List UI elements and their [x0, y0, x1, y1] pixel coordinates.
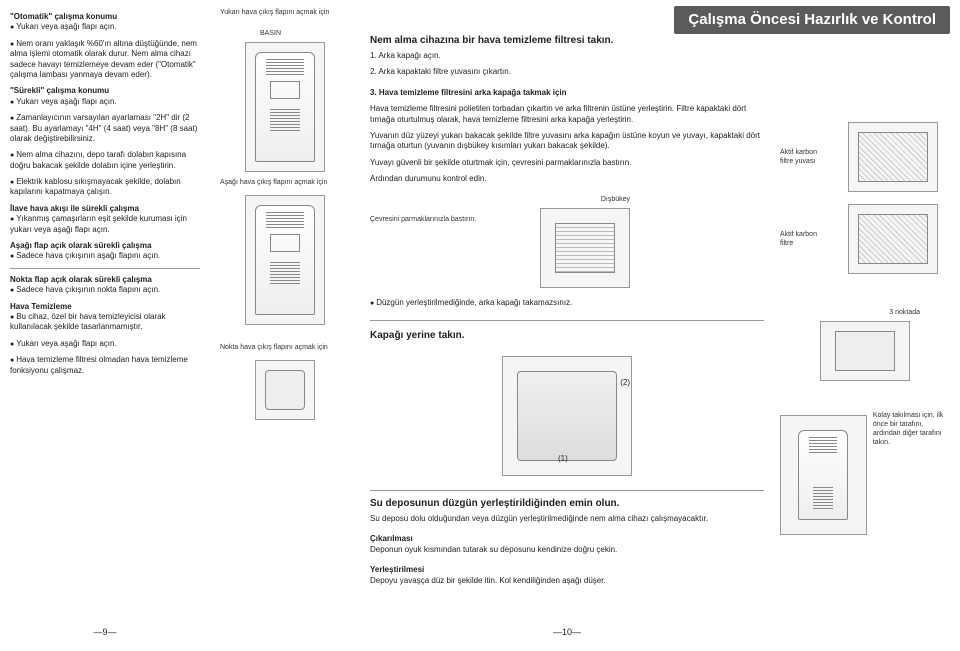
convex-right-label: Dışbükey	[540, 195, 630, 204]
r-h3: Su deposunun düzgün yerleştirildiğinden …	[370, 497, 764, 510]
cap-point-flap: Nokta hava çıkış flapını açmak için	[220, 343, 350, 352]
sec6-b1: Bu cihaz, özel bir hava temizleyicisi ol…	[10, 312, 200, 333]
lbl-install: Kolay takılması için, ilk önce bir taraf…	[873, 411, 950, 447]
col-left: "Otomatik" çalışma konumu Yukarı veya aş…	[0, 0, 210, 651]
r-p4: Düzgün yerleştirilmediğinde, arka kapağı…	[370, 298, 764, 308]
page-number-10: —10—	[370, 627, 764, 643]
r-p5a: Deponun oyuk kısmından tutarak su deposu…	[370, 545, 764, 555]
r-p5t2: Yerleştirilmesi	[370, 565, 764, 575]
sec6-b3: Hava temizleme filtresi olmadan hava tem…	[10, 355, 200, 376]
figure-install	[780, 415, 867, 535]
figure-3point	[820, 321, 910, 381]
r-p3c: Yuvayı güvenli bir şekilde oturtmak için…	[370, 158, 764, 168]
sec2-title: "Sürekli" çalışma konumu	[10, 86, 200, 96]
convex-left-label: Çevresini parmaklarınızla bastırın.	[370, 195, 530, 224]
tank-num-2: (2)	[620, 378, 630, 388]
sec3-b1: Yıkanmış çamaşırların eşit şekilde kurum…	[10, 214, 200, 235]
lbl-aktif-yuvasi: Aktif karbon filtre yuvası	[780, 148, 830, 166]
figure-device-point	[255, 360, 315, 420]
r-h2: Kapağı yerine takın.	[370, 329, 764, 342]
tank-num-1: (1)	[558, 454, 568, 464]
sec1-b2: Nem oranı yaklaşık %60'ın altına düştüğü…	[10, 39, 200, 81]
col-mid: Yukarı hava çıkış flapını açmak için BAS…	[210, 0, 360, 651]
figure-filter	[848, 204, 938, 274]
r-p5b: Depoyu yavaşça düz bir şekilde itin. Kol…	[370, 576, 764, 586]
sec6-b2: Yukarı veya aşağı flapı açın.	[10, 339, 200, 349]
sec6-title: Hava Temizleme	[10, 302, 200, 312]
r-p1: 1. Arka kapağı açın.	[370, 51, 764, 61]
figure-filter-slot	[848, 122, 938, 192]
col-right-main: Nem alma cihazına bir hava temizleme fil…	[360, 0, 770, 651]
lbl-aktif-filtre: Aktif karbon filtre	[780, 230, 830, 248]
sec4-b1: Sadece hava çıkışının aşağı flapını açın…	[10, 251, 200, 261]
r-p3d: Ardından durumunu kontrol edin.	[370, 174, 764, 184]
page-number-9: —9—	[10, 627, 200, 643]
figure-convex	[540, 208, 630, 288]
sec5-title: Nokta flap açık olarak sürekli çalışma	[10, 275, 200, 285]
r-p5: Su deposu dolu olduğundan veya düzgün ye…	[370, 514, 764, 524]
sec2-b3: Nem alma cihazını, depo tarafı dolabın k…	[10, 150, 200, 171]
r-p3b: Yuvanın düz yüzeyi yukarı bakacak şekild…	[370, 131, 764, 152]
r-p5t: Çıkarılması	[370, 534, 764, 544]
cap-top-flap: Yukarı hava çıkış flapını açmak için	[220, 8, 350, 17]
r-p3: 3. Hava temizleme filtresini arka kapağa…	[370, 88, 764, 98]
lbl-3nokta: 3 noktada	[780, 308, 920, 317]
sec3-title: İlave hava akışı ile sürekli çalışma	[10, 204, 200, 214]
figure-device-bottom	[245, 195, 325, 325]
sec2-b4: Elektrik kablosu sıkışmayacak şekilde, d…	[10, 177, 200, 198]
sec2-b2: Zamanlayıcının varsayılan ayarlaması "2H…	[10, 113, 200, 144]
r-p3a: Hava temizleme filtresini polietilen tor…	[370, 104, 764, 125]
sec2-b1: Yukarı veya aşağı flapı açın.	[10, 97, 200, 107]
cap-bottom-flap: Aşağı hava çıkış flapını açmak için	[220, 178, 350, 187]
sec1-b1: Yukarı veya aşağı flapı açın.	[10, 22, 200, 32]
sec4-title: Aşağı flap açık olarak sürekli çalışma	[10, 241, 200, 251]
sec1-title: "Otomatik" çalışma konumu	[10, 12, 200, 22]
r-p2: 2. Arka kapaktaki filtre yuvasını çıkart…	[370, 67, 764, 77]
figure-device-top	[245, 42, 325, 172]
sec5-b1: Sadece hava çıkışının nokta flapını açın…	[10, 285, 200, 295]
figure-tank: (2) (1)	[502, 356, 632, 476]
col-right-figs: Aktif karbon filtre yuvası Aktif karbon …	[770, 0, 960, 651]
cap-basin: BASIN	[260, 29, 350, 38]
r-h1: Nem alma cihazına bir hava temizleme fil…	[370, 34, 764, 47]
page: "Otomatik" çalışma konumu Yukarı veya aş…	[0, 0, 960, 651]
